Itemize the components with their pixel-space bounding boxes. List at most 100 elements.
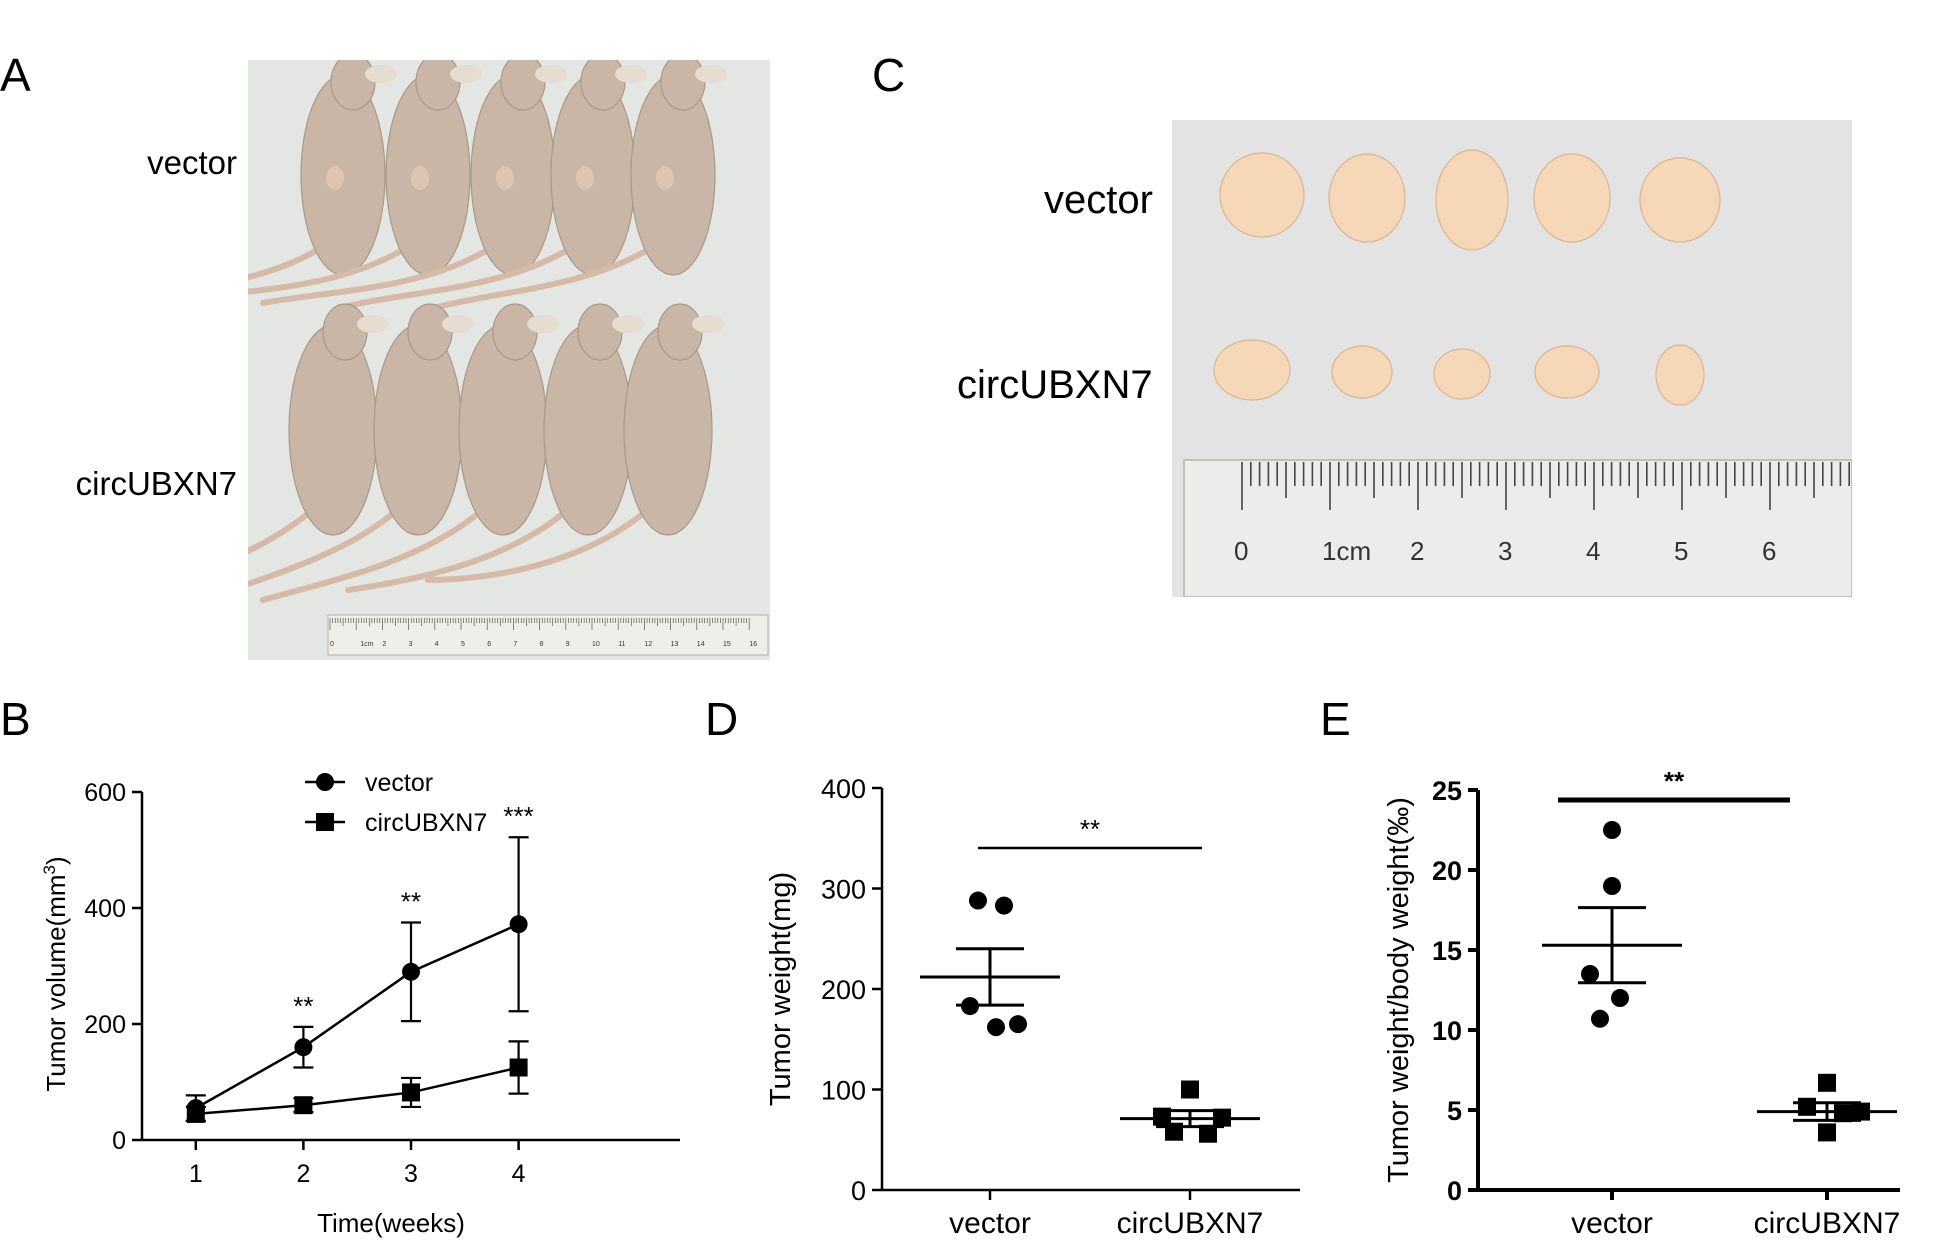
chart-e-ytick-label-2: 10 [1432, 1016, 1462, 1046]
photo-a-label-circubxn7: circUBXN7 [75, 465, 237, 502]
chart-d-ytick-label-0: 0 [851, 1176, 866, 1206]
mouse-vector-5 [420, 60, 727, 314]
mouse-vector-4 [340, 60, 647, 310]
chart-d-point-vector [1009, 1015, 1027, 1034]
ruler-a-label-0: 0 [330, 641, 334, 648]
ruler-a-label-9: 9 [566, 641, 570, 648]
chart-e-point-circUBXN7 [1818, 1073, 1836, 1092]
chart-d-point-circUBXN7 [1181, 1080, 1199, 1099]
chart-b-point-vector [509, 915, 528, 934]
tumor-vector-1 [1219, 152, 1305, 238]
ruler-c-label-4: 4 [1586, 536, 1600, 566]
ruler-a-label-13: 13 [671, 641, 679, 648]
chart-d-point-vector [969, 891, 987, 910]
chart-b-legend-label-0: vector [365, 769, 433, 797]
chart-e-significance: ** [1664, 766, 1685, 796]
tumor-vector-5 [1639, 157, 1721, 243]
chart-b-significance-2: ** [401, 887, 421, 917]
chart-e-point-vector [1603, 821, 1621, 839]
chart-b-line-circubxn7 [195, 1066, 519, 1116]
chart-e-point-vector [1591, 1009, 1609, 1028]
chart-b-ytick-label-3: 600 [84, 779, 126, 807]
chart-b-point-circubxn7 [402, 1083, 420, 1102]
ruler-a-label-14: 14 [697, 641, 705, 648]
chart-b-point-circubxn7 [509, 1058, 528, 1077]
photo-c-label-vector: vector [1044, 178, 1153, 222]
panel-letter-b: B [0, 693, 31, 745]
ruler-a-label-5: 5 [461, 641, 465, 648]
ruler-c-label-5: 5 [1674, 536, 1688, 566]
ruler-a-label-3: 3 [409, 641, 413, 648]
chart-d-ytick-label-2: 200 [821, 975, 866, 1005]
chart-d-xtick-label-1: circUBXN7 [1117, 1207, 1264, 1240]
chart-b-xtick-label-2: 3 [404, 1160, 418, 1188]
panel-letter-d: D [705, 693, 739, 745]
chart-d-point-circUBXN7 [1153, 1107, 1171, 1126]
ruler-a-label-6: 6 [487, 641, 491, 648]
chart-d-ytick-label-3: 300 [821, 875, 866, 905]
chart-b-point-circubxn7 [294, 1096, 313, 1115]
chart-e-ytick-label-3: 15 [1432, 936, 1462, 966]
chart-b-line-vector [195, 923, 520, 1110]
ruler-c-label-1: 1cm [1322, 536, 1371, 566]
tumor-circubxn7-4 [1534, 345, 1600, 399]
chart-d-point-vector [995, 896, 1013, 915]
chart-d-ylabel: Tumor weight(mg) [765, 872, 797, 1106]
ruler-a-label-15: 15 [723, 641, 731, 648]
chart-e-point-circUBXN7 [1798, 1097, 1816, 1116]
mouse-vector-3 [260, 60, 567, 306]
mouse-vector-2 [248, 60, 482, 295]
chart-b-ytick-label-2: 400 [84, 895, 126, 923]
tumor-vector-3 [1435, 149, 1509, 251]
chart-b-point-circubxn7 [186, 1104, 205, 1123]
photo-a-label-vector: vector [147, 144, 237, 181]
ruler-a-label-10: 10 [592, 641, 600, 648]
ruler-a-label-1: 1cm [360, 641, 373, 648]
chart-b-ytick-label-1: 200 [84, 1011, 126, 1039]
ruler-a-label-7: 7 [513, 641, 517, 648]
tumor-circubxn7-1 [1213, 339, 1291, 401]
chart-d-point-circUBXN7 [1165, 1122, 1183, 1141]
mouse-circubxn7-5 [425, 303, 724, 583]
chart-e-ytick-label-0: 0 [1447, 1176, 1462, 1206]
chart-b-ytick-label-0: 0 [112, 1127, 126, 1155]
tumor-circubxn7-2 [1331, 345, 1393, 399]
panel-letter-c: C [872, 49, 906, 101]
chart-e-ylabel: Tumor weight/body weight(‰) [1383, 797, 1415, 1183]
chart-b-significance-3: *** [503, 801, 533, 831]
chart-e-point-vector [1603, 877, 1621, 895]
photo-c-tumors: 0 1cm 2 3 4 5 6 [1172, 120, 1852, 597]
chart-e-point-vector [1611, 989, 1629, 1007]
chart-b-xtick-label-1: 2 [296, 1160, 310, 1188]
chart-d-tumor-weight: 0 100 200 300 400 vector circUBXN7 Tumor weight… [765, 774, 1300, 1240]
chart-e-point-circUBXN7 [1852, 1102, 1870, 1121]
chart-b-tumor-volume: 0 200 400 600 1 2 3 4 Time(weeks) Tumor volume(mm… [40, 769, 680, 1238]
chart-e-point-vector [1581, 965, 1599, 983]
mouse-circubxn7-4 [345, 303, 644, 593]
chart-b-legend-marker-1 [316, 813, 334, 831]
ruler-c-label-0: 0 [1234, 536, 1248, 566]
mouse-circubxn7-2 [248, 303, 474, 588]
chart-d-xtick-label-0: vector [949, 1207, 1031, 1240]
ruler-a-label-16: 16 [749, 641, 757, 648]
panel-letter-a: A [0, 49, 31, 101]
chart-e-ytick-label-5: 25 [1432, 776, 1462, 806]
photo-a-ruler: 0 1cm 2 3 4 5 6 7 8 9 10 11 12 13 14 15 16 [329, 618, 757, 648]
chart-e-tumor-body-ratio: 0 5 10 15 20 25 vector circUBXN7 Tumor weight/bo… [1383, 766, 1901, 1240]
ruler-a-label-12: 12 [644, 641, 652, 648]
mouse-vector-1 [248, 60, 397, 281]
chart-d-ytick-label-1: 100 [821, 1076, 866, 1106]
ruler-c-label-6: 6 [1762, 536, 1776, 566]
ruler-a-label-11: 11 [618, 641, 625, 648]
chart-b-xtick-label-0: 1 [189, 1160, 203, 1188]
chart-e-xtick-label-0: vector [1571, 1207, 1653, 1240]
ruler-c-label-2: 2 [1410, 536, 1424, 566]
chart-e-point-circUBXN7 [1818, 1123, 1836, 1142]
chart-e-xtick-label-1: circUBXN7 [1754, 1207, 1901, 1240]
chart-d-significance: ** [1080, 814, 1100, 844]
chart-d-point-circUBXN7 [1213, 1108, 1231, 1127]
ruler-a-label-2: 2 [382, 641, 386, 648]
chart-d-point-vector [987, 1018, 1005, 1037]
mouse-circubxn7-3 [260, 303, 559, 603]
chart-b-legend-label-1: circUBXN7 [365, 809, 487, 837]
